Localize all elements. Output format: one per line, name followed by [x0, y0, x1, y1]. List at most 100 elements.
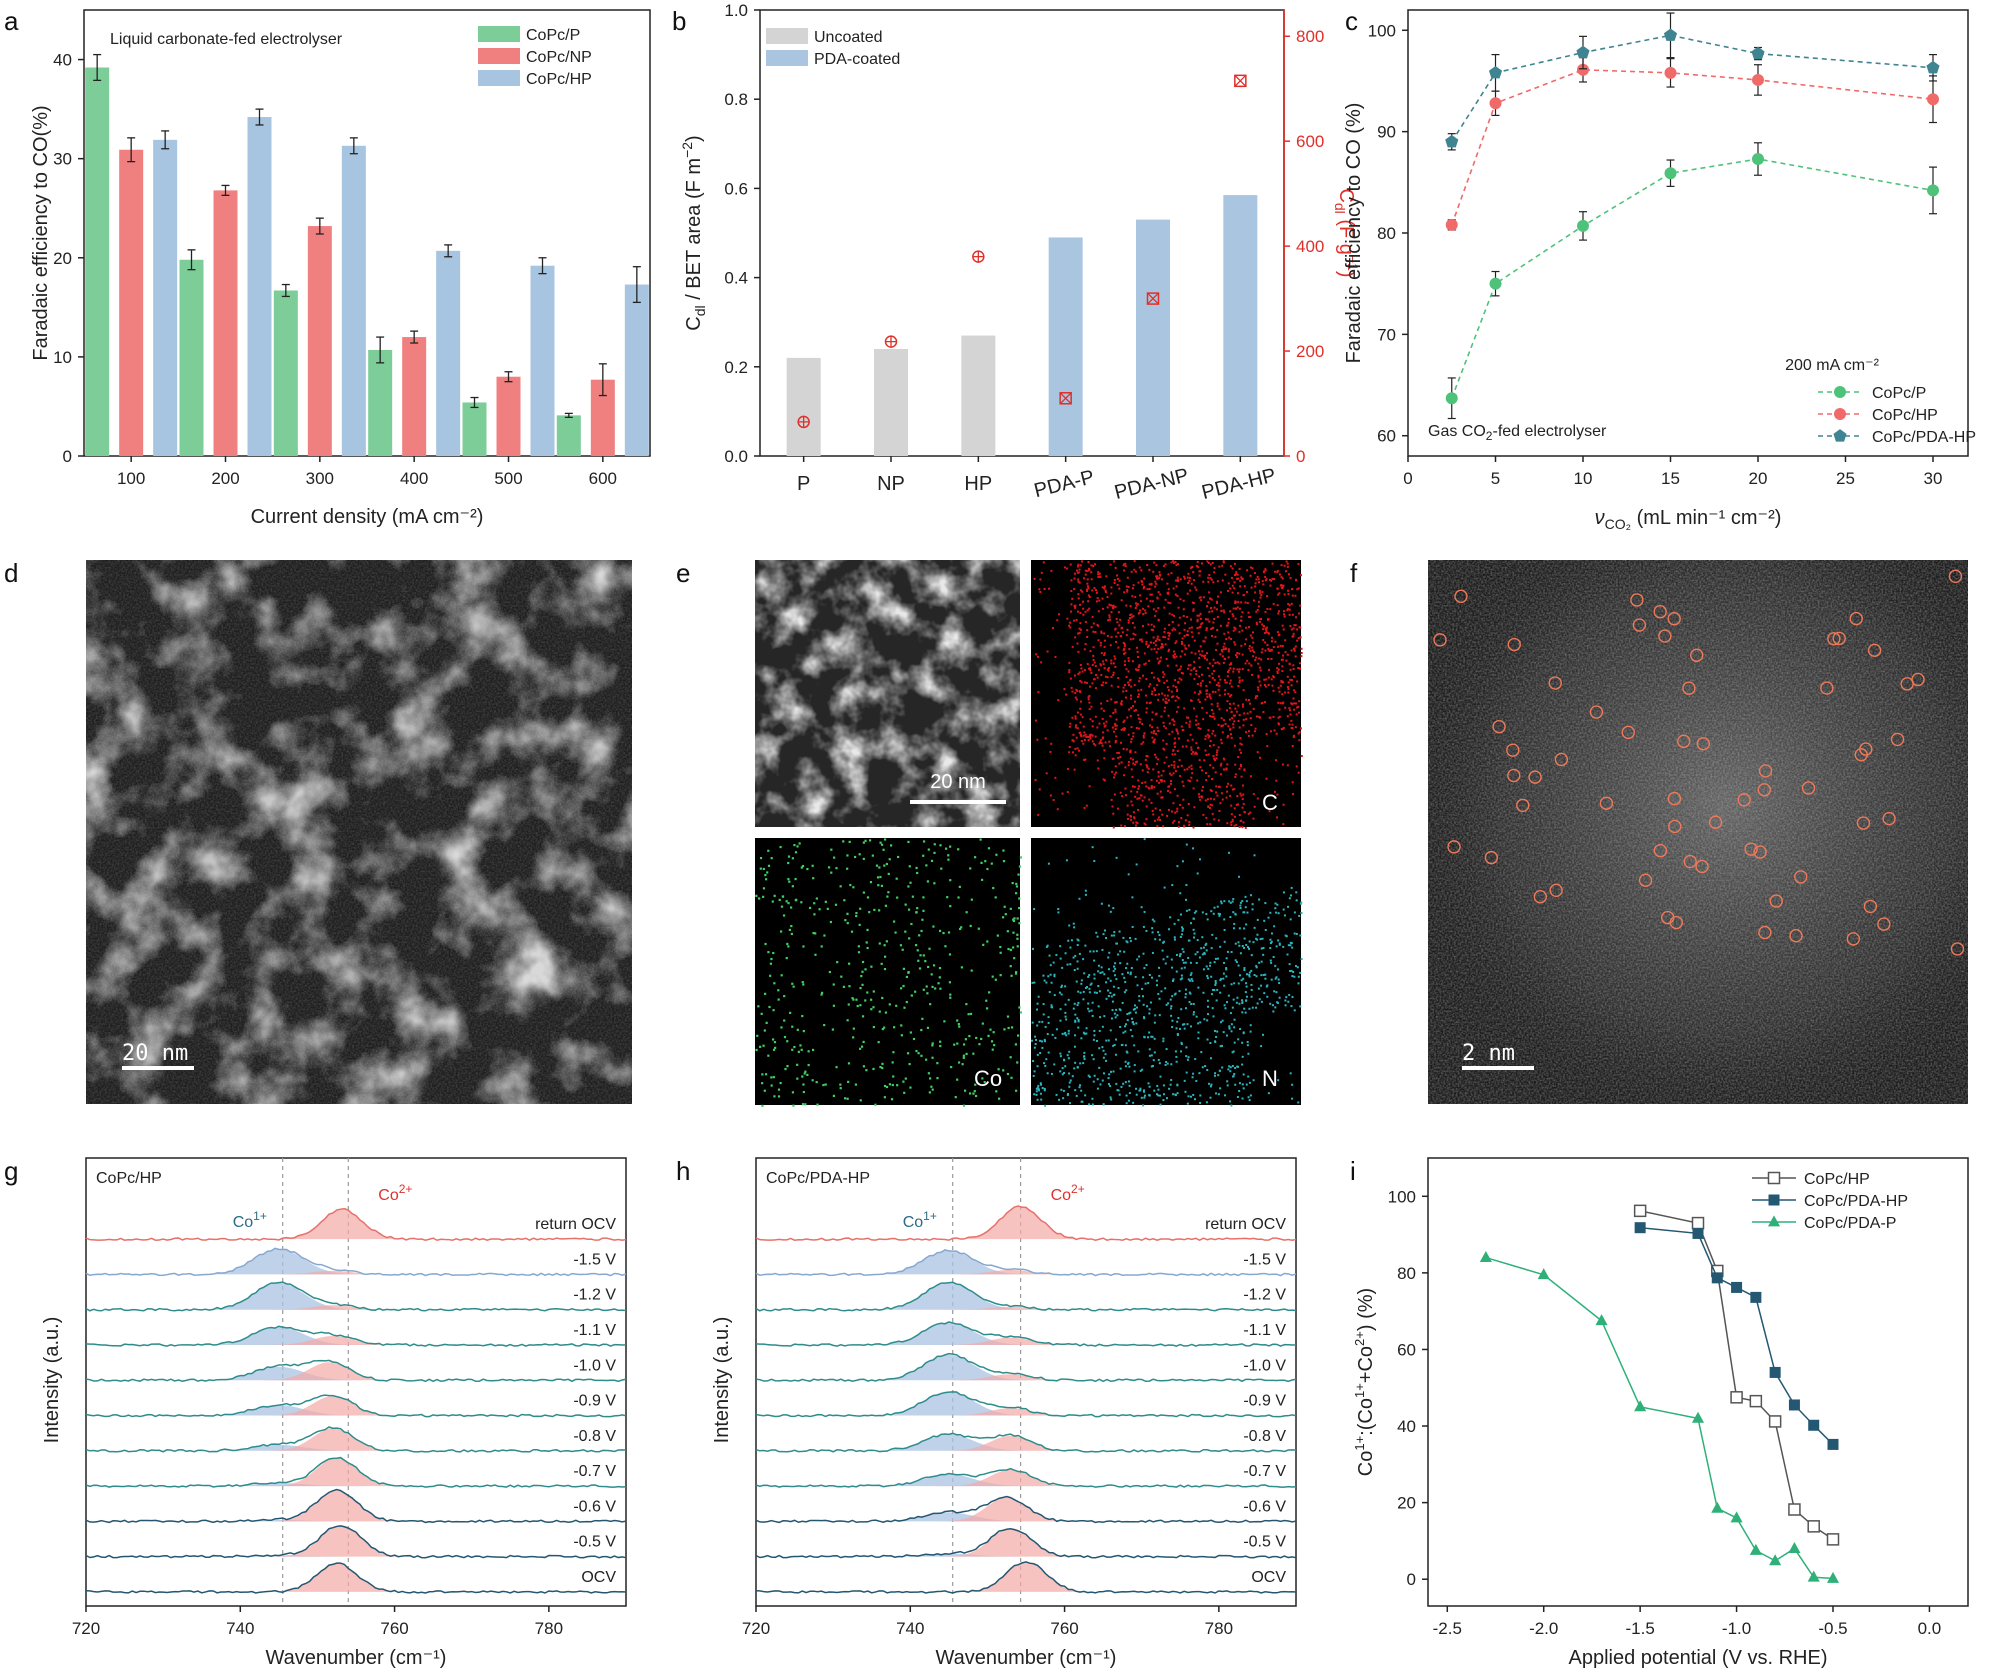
e-c-dot: [1149, 593, 1152, 596]
e-n-dot: [1277, 978, 1280, 981]
e-c-dot: [1103, 645, 1106, 648]
e-n-dot: [1205, 965, 1208, 968]
e-c-dot: [1282, 584, 1285, 587]
e-co-dot: [889, 844, 893, 847]
e-c-dot: [1209, 789, 1212, 792]
e-c-dot: [1281, 658, 1284, 661]
e-c-dot: [1102, 663, 1105, 666]
e-n-dot: [1253, 973, 1256, 976]
e-co-dot: [835, 867, 838, 870]
e-n-dot: [1136, 1006, 1139, 1009]
i-point: [1692, 1227, 1704, 1239]
e-c-dot: [1232, 607, 1235, 610]
e-c-dot: [1134, 668, 1137, 671]
e-c-dot: [1110, 636, 1113, 639]
i-ytick-label: 60: [1397, 1340, 1416, 1359]
e-c-dot: [1296, 588, 1299, 591]
e-c-dot: [1128, 617, 1131, 620]
e-c-dot: [1237, 684, 1240, 687]
e-co-dot: [796, 1077, 799, 1080]
e-co-dot: [991, 975, 994, 978]
e-c-dot: [1206, 605, 1209, 608]
b-bar: [874, 348, 908, 456]
e-c-dot: [1114, 657, 1117, 660]
f-atom-circle: [1758, 925, 1772, 940]
e-n-dot: [1151, 976, 1154, 979]
e-c-dot: [1218, 565, 1221, 568]
e-c-dot: [1289, 576, 1292, 579]
e-c-dot: [1255, 656, 1258, 659]
e-n-dot: [1270, 940, 1273, 943]
e-n-dot: [1035, 1038, 1038, 1041]
e-c-dot: [1176, 690, 1179, 693]
e-c-dot: [1207, 561, 1210, 564]
e-n-dot: [1195, 1015, 1198, 1018]
e-n-dot: [1125, 1023, 1128, 1026]
e-c-dot: [1044, 737, 1047, 740]
e-co-dot: [933, 882, 936, 885]
e-n-dot: [1185, 1055, 1188, 1058]
e-n-dot: [1125, 940, 1128, 943]
e-co-dot: [796, 1028, 799, 1031]
e-c-dot: [1213, 567, 1216, 570]
e-c-dot: [1163, 630, 1166, 633]
e-c-dot: [1232, 615, 1235, 618]
e-c-dot: [1188, 824, 1191, 827]
e-co-dot: [980, 878, 984, 881]
e-c-dot: [1174, 686, 1177, 689]
e-c-dot: [1291, 679, 1294, 682]
e-c-dot: [1227, 735, 1230, 738]
e-c-dot: [1279, 644, 1282, 647]
e-c-dot: [1078, 690, 1081, 693]
e-n-dot: [1128, 1065, 1131, 1068]
e-c-dot: [1124, 565, 1127, 568]
e-c-dot: [1212, 621, 1215, 624]
e-n-dot: [1278, 996, 1281, 999]
e-co-dot: [896, 1084, 899, 1087]
e-c-dot: [1110, 675, 1113, 678]
a-bar: [496, 376, 521, 456]
e-n-dot: [1231, 900, 1234, 903]
e-co-dot: [1015, 885, 1019, 888]
e-n-dot: [1151, 1035, 1154, 1038]
e-c-dot: [1229, 794, 1232, 797]
e-c-dot: [1168, 733, 1171, 736]
e-n-dot: [1220, 1044, 1223, 1047]
e-c-dot: [1102, 709, 1105, 712]
f-atom-circle: [1900, 677, 1914, 691]
e-c-dot: [1098, 599, 1101, 602]
e-c-dot: [1264, 641, 1267, 644]
e-n-dot: [1224, 1094, 1227, 1097]
e-c-dot: [1250, 724, 1253, 727]
f-atom-circle: [1447, 840, 1461, 854]
e-n-dot: [1078, 1086, 1081, 1089]
e-c-dot: [1213, 759, 1216, 762]
e-c-dot: [1091, 725, 1094, 728]
e-c-dot: [1217, 681, 1220, 684]
e-n-dot: [1059, 1008, 1062, 1011]
e-n-dot: [1130, 967, 1133, 970]
e-c-dot: [1142, 736, 1145, 739]
e-n-dot: [1185, 843, 1188, 846]
b-y2tick-label: 0: [1296, 447, 1305, 466]
e-c-dot: [1123, 647, 1126, 650]
e-co-dot: [848, 840, 851, 843]
e-n-dot: [1124, 1044, 1127, 1047]
e-c-dot: [1084, 573, 1087, 576]
e-c-dot: [1112, 674, 1115, 677]
e-c-dot: [1104, 591, 1107, 594]
e-c-dot: [1157, 775, 1160, 778]
e-c-dot: [1139, 609, 1142, 612]
e-c-dot: [1170, 561, 1173, 564]
e-c-dot: [1231, 591, 1234, 594]
e-co-dot: [949, 879, 952, 882]
e-c-dot: [1300, 754, 1303, 757]
e-c-dot: [1210, 804, 1213, 807]
e-c-dot: [1172, 695, 1175, 698]
e-c-dot: [1162, 747, 1165, 750]
e-c-dot: [1091, 589, 1094, 592]
e-co-dot: [1002, 849, 1005, 852]
e-c-dot: [1272, 689, 1275, 692]
e-c-dot: [1260, 618, 1263, 621]
e-co-dot: [878, 942, 881, 945]
